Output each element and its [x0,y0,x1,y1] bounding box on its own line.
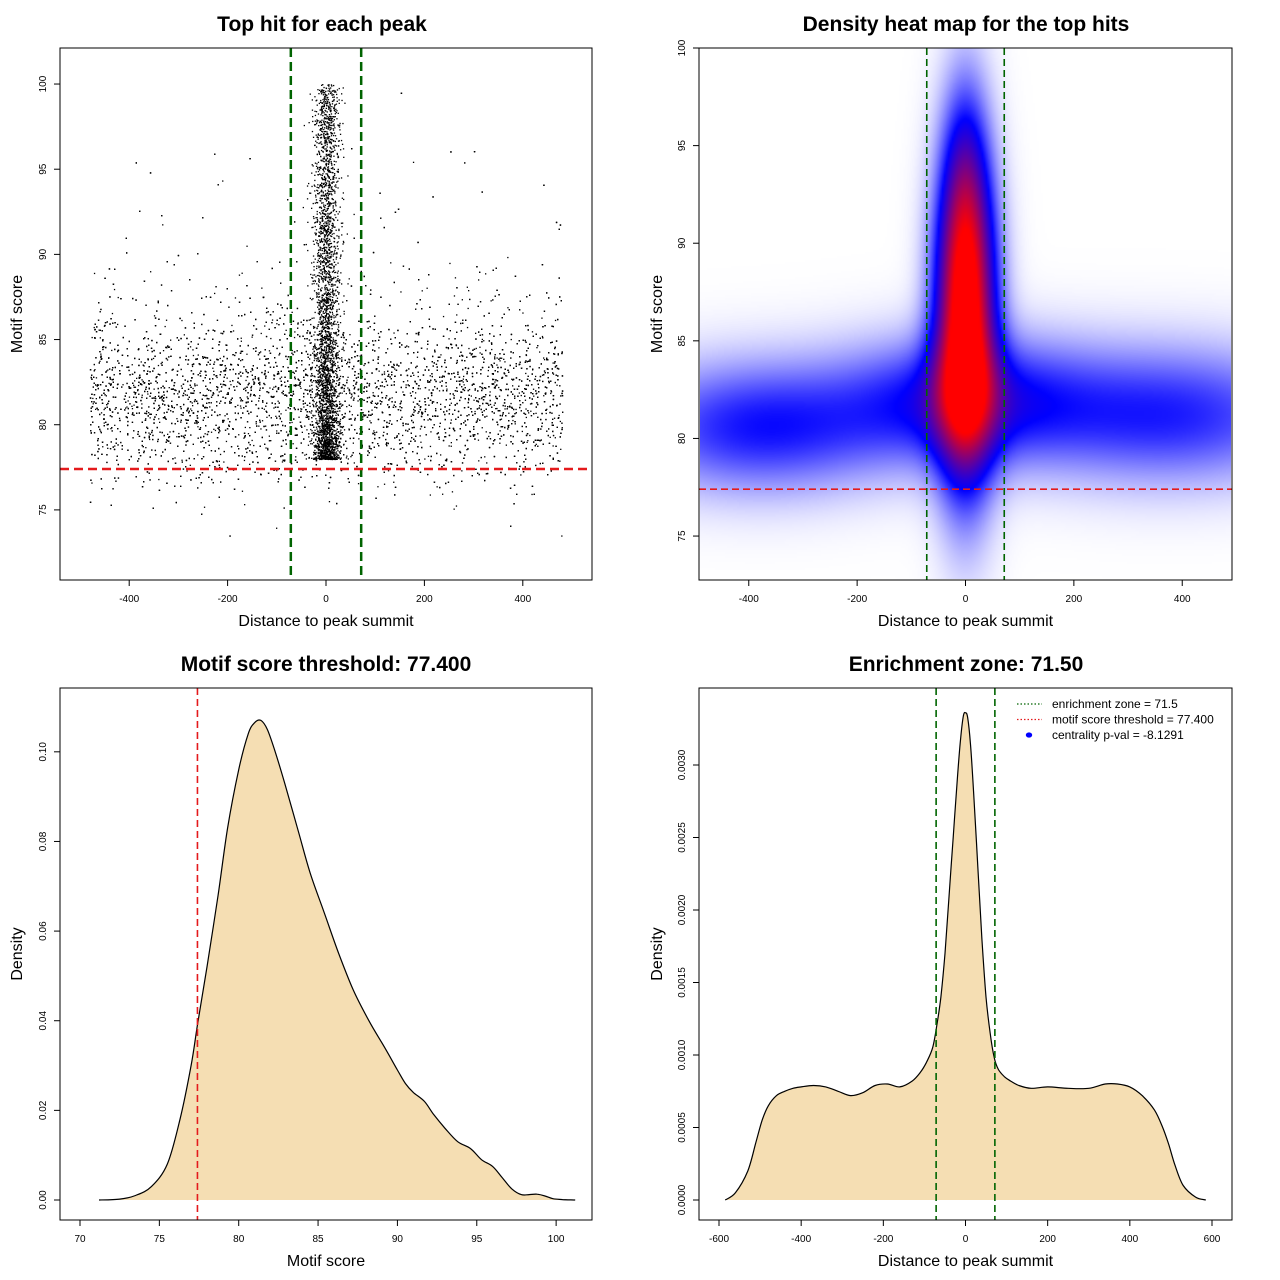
y-tick-label: 95 [677,140,688,152]
density-heatmap-image [700,48,1231,579]
x-tick-label: -200 [218,594,238,605]
scatter-points [89,84,564,537]
x-axis-label: Distance to peak summit [878,613,1054,630]
y-tick-label: 85 [38,334,49,346]
x-axis-label: Distance to peak summit [878,1253,1054,1270]
x-tick-label: 400 [1121,1234,1138,1245]
heatmap-panel: Density heat map for the top hits -400 -20… [649,13,1233,630]
x-tick-label: -600 [709,1234,729,1245]
legend-swatch-dot [1025,732,1033,738]
y-tick-label: 0.0010 [677,1039,688,1070]
x-tick-label: 85 [313,1234,325,1245]
x-tick-label: 600 [1204,1234,1221,1245]
y-axis-label: Motif score [9,275,26,353]
y-tick-label: 90 [38,248,49,260]
chart-title: Enrichment zone: 71.50 [849,653,1084,676]
legend-label: centrality p-val = -8.1291 [1052,728,1184,742]
plot-frame [59,687,593,1221]
y-tick-label: 80 [38,419,49,431]
legend: enrichment zone = 71.5 motif score thresh… [1017,697,1214,742]
y-axis-label: Density [9,927,26,980]
density-distance-panel: enrichment zone = 71.5 motif score thresh… [649,653,1233,1270]
y-axis-label: Density [649,927,666,980]
y-tick-label: 0.0015 [677,967,688,998]
x-tick-label: 95 [471,1234,483,1245]
y-tick-label: 95 [38,163,49,175]
y-tick-label: 75 [38,504,49,516]
x-tick-label: -400 [791,1234,811,1245]
y-tick-label: 0.06 [38,921,49,941]
y-tick-label: 90 [677,237,688,249]
scatter-panel: Top hit for each peak -400 -200 0 200 400 75 80… [9,13,593,630]
x-tick-label: 80 [233,1234,245,1245]
x-tick-label: 200 [1039,1234,1056,1245]
x-tick-label: 200 [1066,594,1083,605]
y-tick-label: 80 [677,432,688,444]
x-tick-label: 400 [1174,594,1191,605]
y-tick-label: 0.10 [38,742,49,762]
density-score-panel: Motif score threshold: 77.400 70 75 80 85 90 9… [9,653,593,1270]
y-tick-label: 0.0005 [677,1112,688,1143]
x-tick-label: 0 [323,594,329,605]
density-curve [724,711,1206,1201]
y-tick-label: 85 [677,335,688,347]
y-tick-label: 100 [38,75,49,92]
x-tick-label: 0 [963,594,969,605]
y-tick-label: 100 [677,39,688,56]
chart-title: Top hit for each peak [217,13,427,36]
x-tick-label: 75 [154,1234,166,1245]
density-area [725,712,1206,1200]
x-tick-label: -400 [739,594,759,605]
y-axis-label: Motif score [649,275,666,353]
x-tick-label: 200 [416,594,433,605]
density-curve [98,719,576,1201]
x-tick-label: 400 [514,594,531,605]
x-axis-label: Motif score [287,1253,365,1270]
x-tick-label: -400 [119,594,139,605]
y-tick-label: 0.0000 [677,1184,688,1215]
y-tick-label: 0.08 [38,831,49,851]
x-tick-label: 100 [548,1234,565,1245]
y-tick-label: 0.00 [38,1190,49,1210]
density-area [99,719,576,1200]
x-tick-label: 90 [392,1234,404,1245]
x-tick-label: 0 [963,1234,969,1245]
y-tick-label: 75 [677,530,688,542]
y-tick-label: 0.02 [38,1100,49,1120]
y-tick-label: 0.0030 [677,749,688,780]
legend-label: enrichment zone = 71.5 [1052,697,1178,711]
x-axis-label: Distance to peak summit [238,613,414,630]
y-tick-label: 0.0020 [677,894,688,925]
chart-title: Density heat map for the top hits [803,13,1130,36]
x-tick-label: -200 [873,1234,893,1245]
chart-title: Motif score threshold: 77.400 [181,653,472,676]
x-tick-label: -200 [847,594,867,605]
legend-label: motif score threshold = 77.400 [1052,713,1214,727]
x-tick-label: 70 [74,1234,86,1245]
y-tick-label: 0.0025 [677,822,688,853]
y-tick-label: 0.04 [38,1011,49,1031]
